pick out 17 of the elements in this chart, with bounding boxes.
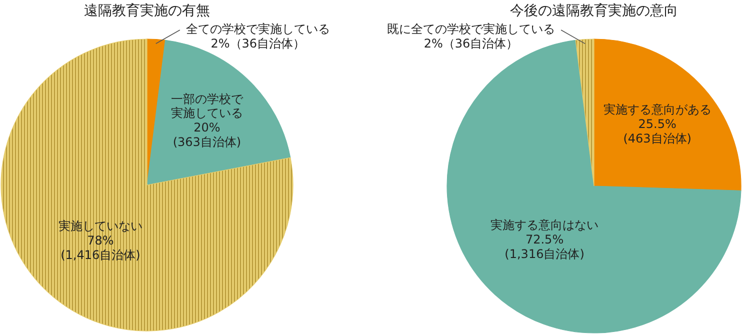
slice-label: 既に全ての学校で実施している [387,22,556,36]
data-label: 78% (1,416自治体) [60,234,140,262]
slice-label: 実施する意向がある [603,102,712,116]
slice-label: 実施していない [58,219,142,234]
data-label: 2%（36自治体） [424,36,518,50]
data-label: 25.5% (463自治体) [623,116,692,146]
chart-title: 今後の遠隔教育実施の意向 [510,2,678,19]
data-label: 20% (363自治体) [172,120,242,150]
pie-slice [446,40,742,334]
slice-label: 実施する意向はない [490,218,599,232]
data-label: 72.5% (1,316自治体) [504,232,584,262]
pie-slice [594,38,742,191]
pie-slice [575,38,594,186]
chart-title: 遠隔教育実施の有無 [84,2,210,19]
data-label: 2%（36自治体） [210,36,306,50]
slice-label: 一部の学校で実施している [170,92,244,120]
slice-label: 全ての学校で実施している [186,22,330,36]
